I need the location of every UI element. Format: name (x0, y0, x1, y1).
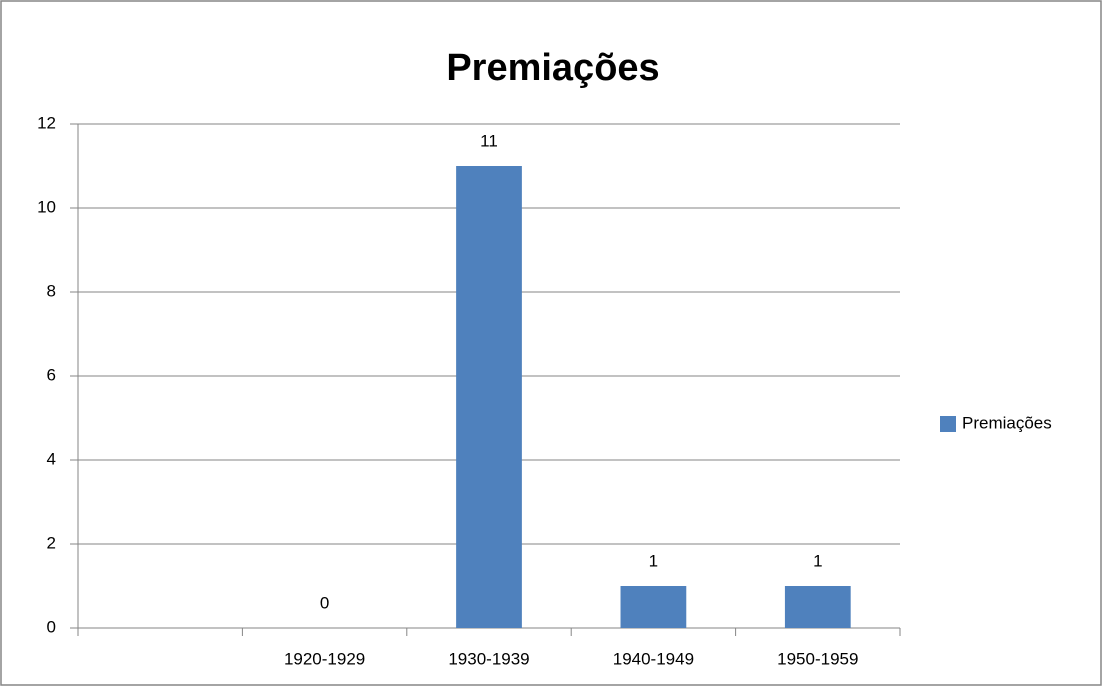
bar (620, 586, 687, 628)
y-tick-label: 10 (37, 197, 56, 216)
y-tick-label: 4 (47, 449, 56, 468)
y-tick-label: 12 (37, 113, 56, 132)
data-label: 1 (813, 551, 822, 570)
y-tick-label: 8 (47, 281, 56, 300)
y-tick-label: 2 (47, 533, 56, 552)
legend-swatch (940, 416, 956, 432)
bar (456, 166, 522, 628)
x-tick-label: 1940-1949 (613, 649, 694, 668)
data-label: 0 (320, 593, 329, 612)
x-tick-label: 1930-1939 (448, 649, 529, 668)
x-tick-label: 1920-1929 (284, 649, 365, 668)
y-tick-label: 0 (47, 617, 56, 636)
bar (784, 586, 851, 628)
data-label: 11 (480, 131, 498, 150)
chart-title: Premiações (446, 47, 659, 89)
y-tick-label: 6 (47, 365, 56, 384)
x-tick-label: 1950-1959 (777, 649, 858, 668)
data-label: 1 (649, 551, 658, 570)
legend-label: Premiações (962, 413, 1052, 432)
